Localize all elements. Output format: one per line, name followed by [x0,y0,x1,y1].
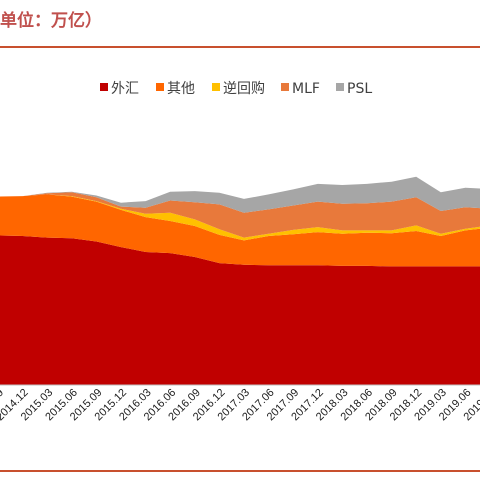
legend-swatch [336,83,344,91]
legend-item: 其他 [156,81,195,97]
legend-label: MLF [292,81,320,97]
chart-title: 单位：万亿） [0,11,102,31]
area-4 [0,176,480,213]
legend-swatch [281,83,289,91]
area-0 [0,235,480,385]
legend-item: 外汇 [100,81,139,97]
legend-label: 外汇 [111,81,139,97]
x-tick-label: 9 [0,387,6,400]
legend-swatch [100,83,108,91]
legend-item: 逆回购 [212,81,265,97]
legend-label: PSL [347,81,372,97]
legend-swatch [212,83,220,91]
legend-item: PSL [336,81,372,97]
legend-label: 其他 [167,81,195,97]
chart-legend: 外汇 其他 逆回购 MLF PSL [100,81,372,97]
area-1 [0,194,480,267]
legend-item: MLF [281,81,320,97]
x-axis: 92014.122015.032015.062015.092015.122016… [0,384,480,423]
bottom-divider [0,470,480,472]
area-series-group [0,176,480,385]
legend-swatch [156,83,164,91]
top-divider [0,46,480,48]
area-3 [0,192,480,238]
legend-label: 逆回购 [223,81,265,97]
